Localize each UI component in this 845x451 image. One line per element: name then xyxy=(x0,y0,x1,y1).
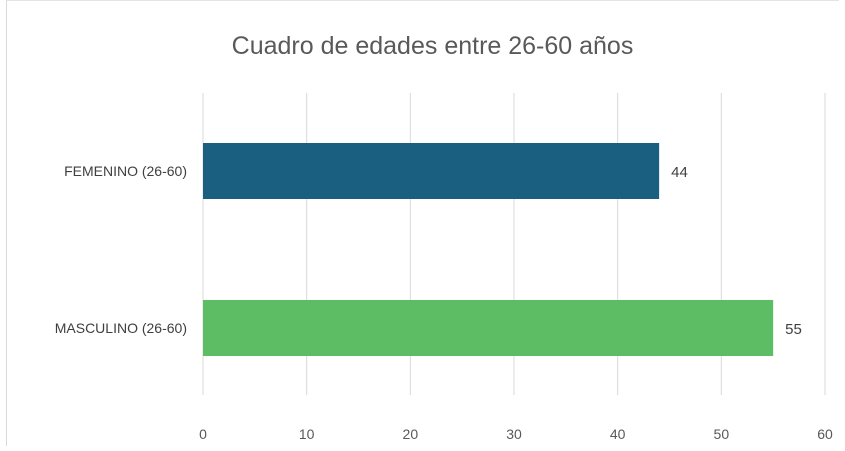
category-label: FEMENINO (26-60) xyxy=(64,163,187,179)
x-tick-label: 30 xyxy=(506,426,522,442)
x-tick-label: 10 xyxy=(299,426,315,442)
bar-femenino xyxy=(203,143,660,199)
x-tick-label: 0 xyxy=(199,426,207,442)
data-label: 44 xyxy=(671,164,688,181)
data-label: 55 xyxy=(785,321,802,338)
chart-area xyxy=(6,0,839,446)
bar-masculino xyxy=(203,300,774,356)
x-tick-label: 20 xyxy=(403,426,419,442)
x-tick-label: 50 xyxy=(714,426,730,442)
x-tick-label: 40 xyxy=(610,426,626,442)
x-tick-label: 60 xyxy=(817,426,833,442)
category-label: MASCULINO (26-60) xyxy=(55,320,187,336)
chart-title: Cuadro de edades entre 26-60 años xyxy=(231,32,634,60)
